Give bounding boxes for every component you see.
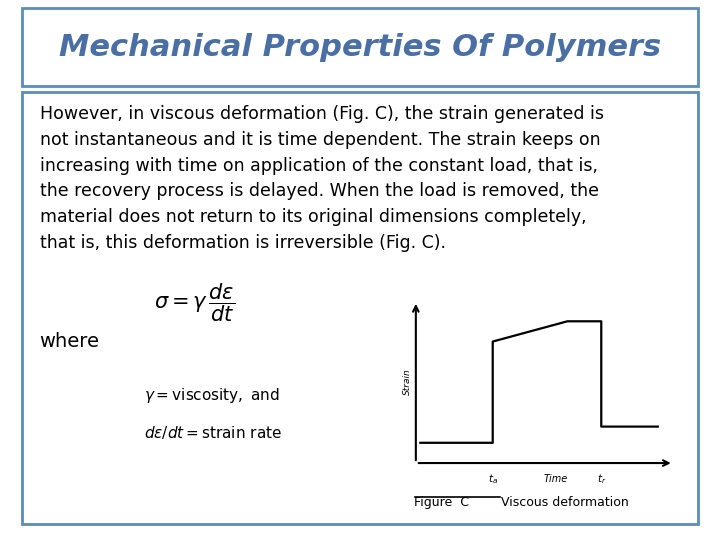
Text: Strain: Strain [403,369,413,395]
Text: $t_r$: $t_r$ [597,472,606,487]
Text: However, in viscous deformation (Fig. C), the strain generated is
not instantane: However, in viscous deformation (Fig. C)… [40,105,603,252]
Text: $\sigma = \gamma\,\dfrac{d\varepsilon}{dt}$: $\sigma = \gamma\,\dfrac{d\varepsilon}{d… [154,281,235,323]
Text: $t_a$: $t_a$ [487,472,498,487]
Text: Figure  C        Viscous deformation: Figure C Viscous deformation [414,496,629,509]
Text: $\gamma = \mathrm{viscosity,\ and}$: $\gamma = \mathrm{viscosity,\ and}$ [144,386,280,405]
Text: $d\varepsilon/dt = \mathrm{strain\ rate}$: $d\varepsilon/dt = \mathrm{strain\ rate}… [144,424,282,441]
Bar [22,8,698,86]
Bar [22,92,698,524]
Text: where: where [40,332,99,351]
Text: Time: Time [544,474,568,484]
Text: Mechanical Properties Of Polymers: Mechanical Properties Of Polymers [59,33,661,62]
